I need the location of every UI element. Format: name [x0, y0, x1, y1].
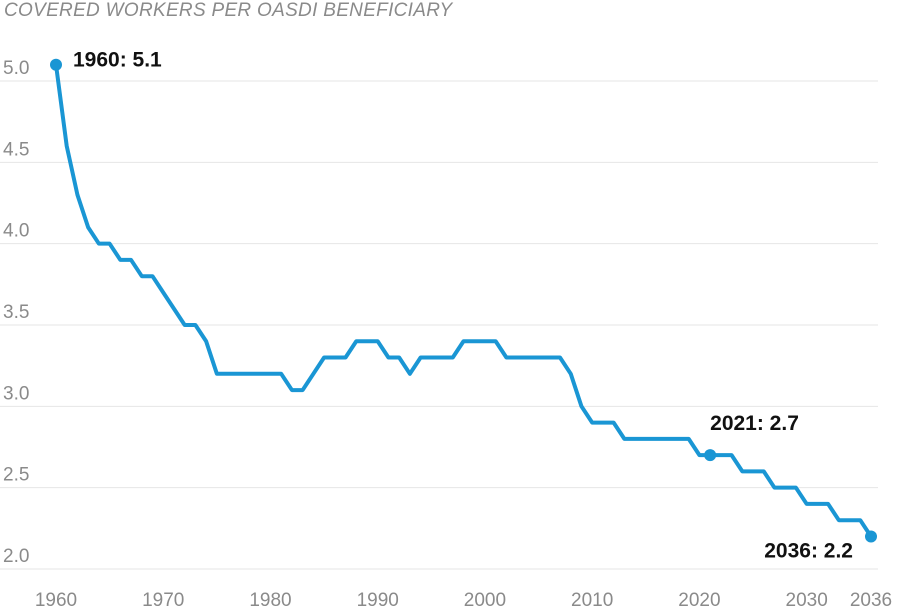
data-label: 2021: 2.7	[710, 412, 799, 435]
x-tick-label: 2036	[850, 590, 892, 608]
y-axis-title: COVERED WORKERS PER OASDI BENEFICIARY	[4, 0, 453, 21]
series-group	[54, 62, 873, 539]
data-label: 2036: 2.2	[764, 539, 853, 562]
x-tick-label: 1980	[249, 590, 291, 608]
x-tick-label: 2030	[786, 590, 828, 608]
x-tick-label: 2010	[571, 590, 613, 608]
x-tick-label: 2020	[678, 590, 720, 608]
y-tick-label: 4.0	[3, 221, 29, 242]
annotations: 1960: 5.1 2021: 2.7 2036: 2.2	[50, 49, 877, 562]
y-tick-label: 4.5	[3, 139, 29, 160]
y-tick-label: 3.0	[3, 383, 29, 404]
x-tick-label: 2000	[464, 590, 506, 608]
y-tick-labels: 5.0 4.5 4.0 3.5 3.0 2.5 2.0	[3, 58, 29, 567]
y-tick-label: 3.5	[3, 302, 29, 323]
y-tick-label: 5.0	[3, 58, 29, 79]
x-tick-label: 1970	[142, 590, 184, 608]
gridlines	[0, 80, 878, 570]
data-label: 1960: 5.1	[73, 49, 162, 72]
y-tick-label: 2.5	[3, 465, 29, 486]
series-line-0	[54, 62, 873, 539]
x-tick-label: 1960	[35, 590, 77, 608]
data-point-marker	[704, 449, 717, 462]
x-tick-label: 1990	[357, 590, 399, 608]
data-point-marker	[865, 530, 877, 543]
x-tick-labels: 1960 1970 1980 1990 2000 2010 2020 2030 2036	[35, 590, 892, 608]
data-point-marker	[50, 58, 62, 71]
y-tick-label: 2.0	[3, 546, 29, 567]
